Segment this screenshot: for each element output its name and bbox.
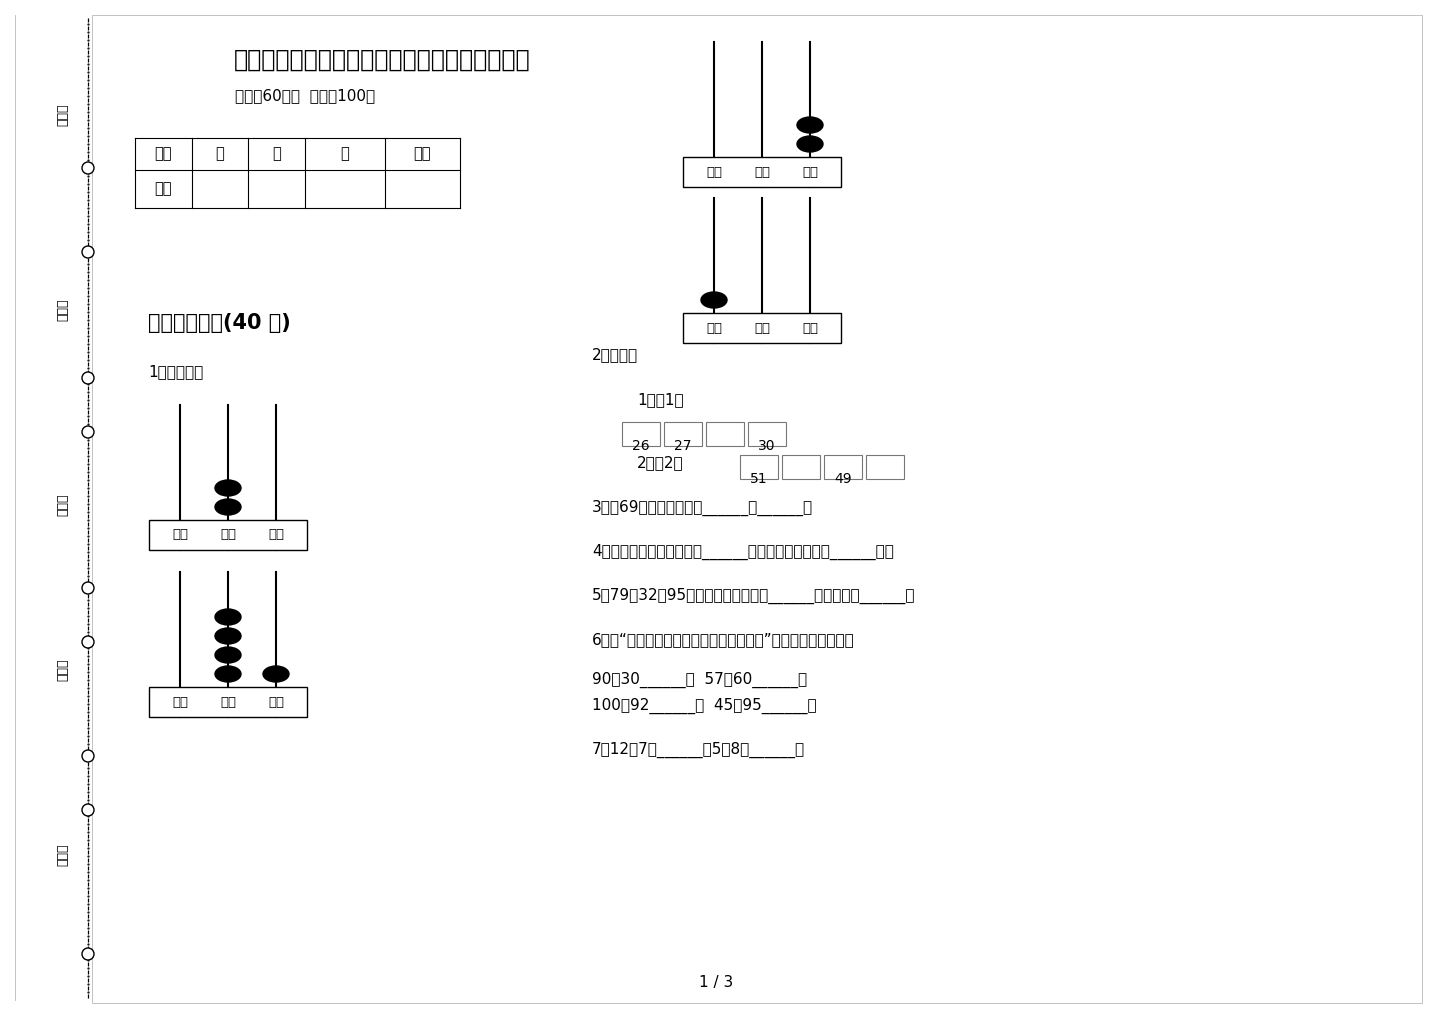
Ellipse shape [215, 647, 241, 663]
Text: 十位: 十位 [754, 166, 770, 179]
Ellipse shape [215, 480, 241, 496]
Bar [706, 422, 744, 446]
Circle shape [82, 162, 95, 174]
Text: 百位: 百位 [706, 321, 722, 335]
Circle shape [82, 804, 95, 816]
Text: 26: 26 [632, 439, 649, 453]
Text: 2．填空。: 2．填空。 [592, 348, 638, 363]
Text: 个位: 个位 [802, 321, 818, 335]
Text: 1 / 3: 1 / 3 [699, 976, 734, 991]
Text: 7．12比7多______；5比8少______。: 7．12比7多______；5比8少______。 [592, 742, 805, 758]
Ellipse shape [215, 666, 241, 682]
Text: 2．（2）: 2．（2） [638, 456, 684, 470]
Text: 51: 51 [751, 472, 768, 486]
Text: 个位: 个位 [268, 529, 284, 542]
Text: 一: 一 [215, 147, 225, 162]
Text: 4．一个数从右往左数，第______位是个位，第三位是______位。: 4．一个数从右往左数，第______位是个位，第三位是______位。 [592, 544, 894, 560]
Bar [824, 455, 863, 479]
Bar [782, 455, 820, 479]
Text: 学校：: 学校： [56, 844, 69, 866]
Bar [866, 455, 904, 479]
Text: 班级：: 班级： [56, 659, 69, 681]
Text: 一、基础练习(40 分): 一、基础练习(40 分) [148, 313, 291, 333]
Ellipse shape [797, 136, 823, 152]
Bar [684, 313, 841, 343]
Text: 1．（1）: 1．（1） [638, 392, 684, 407]
Text: 49: 49 [834, 472, 851, 486]
Circle shape [82, 582, 95, 594]
Text: 三: 三 [341, 147, 350, 162]
Text: 90比30______。  57比60______。: 90比30______。 57比60______。 [592, 672, 807, 688]
Bar [149, 520, 307, 550]
Text: 十位: 十位 [221, 529, 236, 542]
Circle shape [82, 750, 95, 762]
Text: 1．看图写数: 1．看图写数 [148, 365, 203, 379]
Text: 30: 30 [758, 439, 775, 453]
Circle shape [82, 246, 95, 258]
Text: 百位: 百位 [172, 696, 188, 709]
Circle shape [82, 426, 95, 438]
Bar [739, 455, 778, 479]
Text: 3．和69相邻的两个数是______和______。: 3．和69相邻的两个数是______和______。 [592, 499, 813, 516]
Ellipse shape [215, 628, 241, 644]
Text: 百位: 百位 [706, 166, 722, 179]
Ellipse shape [797, 117, 823, 133]
Text: 100比92______。  45比95______。: 100比92______。 45比95______。 [592, 698, 817, 714]
Ellipse shape [264, 666, 289, 682]
Text: 姓名：: 姓名： [56, 493, 69, 517]
Text: 6．用“多一些、多得多、少一些、少得多”填在下面的横线里。: 6．用“多一些、多得多、少一些、少得多”填在下面的横线里。 [592, 633, 854, 647]
Ellipse shape [215, 609, 241, 625]
Bar [684, 157, 841, 187]
Text: 考场：: 考场： [56, 298, 69, 321]
Bar [622, 422, 661, 446]
Text: 百位: 百位 [172, 529, 188, 542]
Ellipse shape [215, 499, 241, 515]
Ellipse shape [701, 292, 727, 308]
Text: 5．79、32、95三个数中，最大的是______，最小的是______。: 5．79、32、95三个数中，最大的是______，最小的是______。 [592, 588, 916, 605]
Text: 考号：: 考号： [56, 104, 69, 126]
Text: 部编人教版一年级复习混合下学期数学期末试卷: 部编人教版一年级复习混合下学期数学期末试卷 [234, 48, 530, 72]
Text: 个位: 个位 [802, 166, 818, 179]
Bar [663, 422, 702, 446]
Text: 十位: 十位 [221, 696, 236, 709]
Text: 个位: 个位 [268, 696, 284, 709]
Text: 27: 27 [675, 439, 692, 453]
Circle shape [82, 948, 95, 960]
Text: 时间：60分钟  清分：100分: 时间：60分钟 清分：100分 [235, 89, 375, 103]
Text: 得分: 得分 [155, 182, 172, 196]
Text: 十位: 十位 [754, 321, 770, 335]
Bar [748, 422, 785, 446]
Text: 二: 二 [272, 147, 281, 162]
Text: 总分: 总分 [414, 147, 431, 162]
Circle shape [82, 372, 95, 384]
Text: 题号: 题号 [155, 147, 172, 162]
Bar [149, 687, 307, 717]
Circle shape [82, 636, 95, 648]
